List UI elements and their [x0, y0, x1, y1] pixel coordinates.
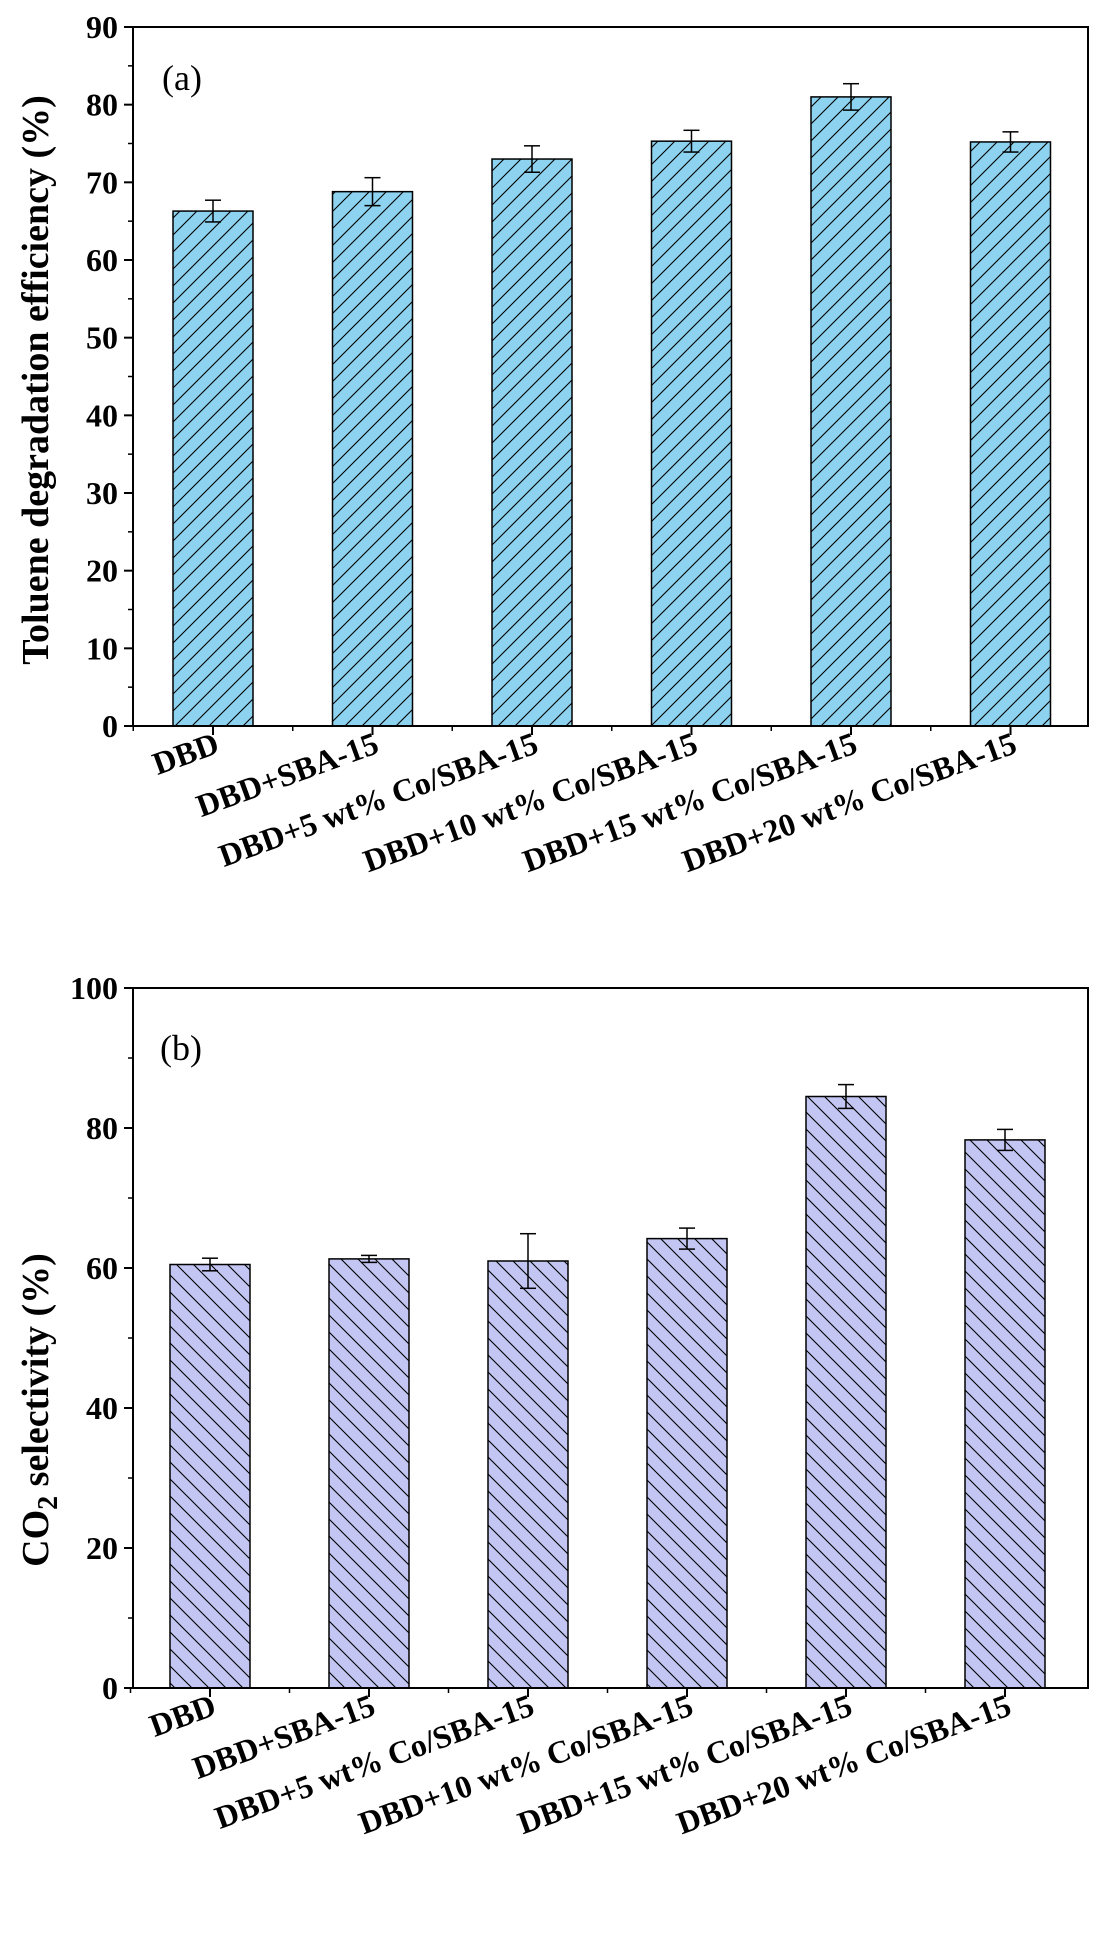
y-tick-label-a-2: 20	[86, 553, 118, 589]
x-tick-label-b-0: DBD	[145, 1687, 221, 1744]
panel-b-ylabel-rest: selectivity (%)	[15, 1253, 57, 1496]
errorbar-b-3	[679, 1227, 695, 1250]
y-tick-label-b-2: 40	[86, 1390, 118, 1426]
plot-frame-b	[132, 987, 1089, 1689]
x-tick-label-a-0: DBD	[148, 725, 224, 782]
panel-a-bars	[172, 96, 1052, 727]
y-tick-label-b-5: 100	[70, 970, 118, 1006]
bar-b-1	[328, 1258, 410, 1689]
bar-a-5	[969, 141, 1052, 727]
plot-frame-a	[132, 26, 1089, 727]
y-tick-label-a-8: 80	[86, 87, 118, 123]
errorbar-b-2	[520, 1232, 536, 1290]
bar-b-0	[169, 1263, 251, 1689]
panel-a-ylabel: Toluene degradation efficiency (%)	[15, 95, 57, 665]
bar-b-2	[487, 1260, 569, 1689]
errorbar-a-1	[364, 176, 381, 207]
errorbar-b-0	[202, 1257, 218, 1272]
errorbar-a-4	[843, 82, 859, 111]
panel-a-errorbars	[205, 82, 1019, 223]
errorbar-b-4	[838, 1083, 854, 1110]
bar-a-0	[172, 210, 254, 727]
errorbar-a-2	[524, 145, 540, 173]
y-tick-label-a-3: 30	[86, 475, 118, 511]
errorbar-a-0	[205, 199, 221, 223]
y-tick-label-a-4: 40	[86, 397, 118, 433]
y-tick-label-a-5: 50	[86, 320, 118, 356]
errorbar-b-1	[361, 1254, 377, 1264]
panel-b-ylabel-subscript: 2	[33, 1496, 64, 1510]
y-tick-label-a-6: 60	[86, 242, 118, 278]
y-tick-label-b-3: 60	[86, 1250, 118, 1286]
panel-b-label: (b)	[160, 1028, 202, 1068]
y-tick-label-a-9: 90	[86, 9, 118, 45]
panel-a-yticks: 0 10 20 30 40 50 60 70 80 90	[86, 9, 133, 744]
bar-a-2	[491, 158, 573, 727]
y-tick-label-a-7: 70	[86, 164, 118, 200]
errorbar-b-5	[997, 1128, 1013, 1152]
panel-b-axes	[129, 987, 1089, 1697]
panel-b-errorbars	[202, 1083, 1013, 1290]
y-tick-label-a-1: 10	[86, 630, 118, 666]
panel-b-ylabel-co: CO	[15, 1510, 57, 1567]
chart-panel-a: (a) 0 10 20 30 40 50 60 70 80 90 DBDDBD+SBA-15DBD…	[15, 9, 1089, 879]
bar-b-5	[964, 1139, 1046, 1689]
y-tick-label-b-1: 20	[86, 1530, 118, 1566]
y-tick-label-b-0: 0	[102, 1670, 118, 1706]
bar-b-3	[646, 1237, 728, 1689]
bar-a-4	[810, 96, 892, 727]
panel-b-yticks: 0 20 40 60 80 100	[70, 970, 133, 1706]
bar-a-1	[331, 190, 414, 727]
y-tick-label-b-4: 80	[86, 1110, 118, 1146]
errorbar-a-5	[1002, 131, 1019, 153]
panel-a-axes	[132, 26, 1089, 735]
y-tick-label-a-0: 0	[102, 708, 118, 744]
panel-a-label: (a)	[162, 58, 202, 98]
errorbar-a-3	[683, 129, 700, 153]
bar-b-4	[805, 1095, 887, 1689]
bar-a-3	[650, 140, 733, 727]
panel-b-bars	[169, 1095, 1046, 1689]
panel-b-ylabel: CO2 selectivity (%)	[15, 1253, 64, 1567]
